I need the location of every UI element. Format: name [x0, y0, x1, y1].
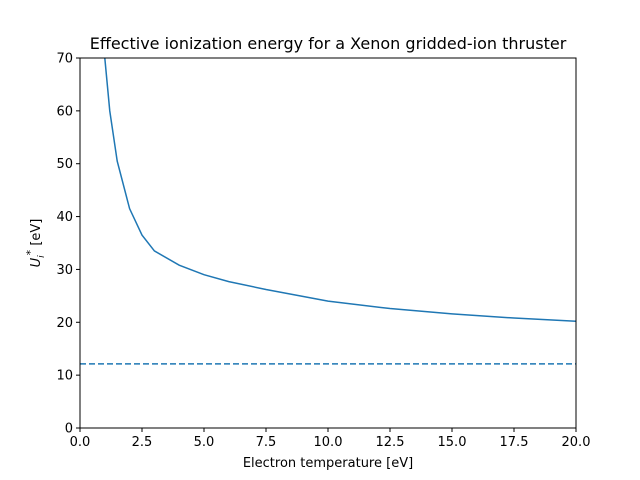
x-tick-label: 20.0: [562, 435, 591, 450]
x-tick-label: 2.5: [132, 435, 153, 450]
chart-title: Effective ionization energy for a Xenon …: [90, 34, 567, 53]
y-tick-label: 70: [56, 52, 73, 67]
y-tick-label: 10: [56, 369, 73, 384]
x-tick-label: 15.0: [438, 435, 467, 450]
x-tick-label: 10.0: [314, 435, 343, 450]
x-axis-label: Electron temperature [eV]: [243, 456, 413, 471]
plot-area: [79, 57, 577, 429]
y-tick-label: 50: [56, 157, 73, 172]
y-tick-label: 30: [56, 263, 73, 278]
y-tick-label: 0: [65, 422, 73, 437]
series-line-solid: [104, 57, 577, 322]
x-tick-label: 5.0: [194, 435, 215, 450]
x-tick-label: 7.5: [256, 435, 277, 450]
y-tick-label: 60: [56, 104, 73, 119]
y-axis-label: Ui* [eV]: [24, 219, 47, 268]
x-tick-label: 17.5: [500, 435, 529, 450]
y-label-superscript: *: [24, 249, 37, 255]
x-tick-label: 12.5: [376, 435, 405, 450]
y-tick-label: 20: [56, 316, 73, 331]
x-tick-label: 0.0: [70, 435, 91, 450]
y-axis-ticks: 0 10 20 30 40 50 60 70: [56, 52, 80, 437]
x-axis-ticks: 0.0 2.5 5.0 7.5 10.0 12.5 15.0 17.5 20.0: [70, 428, 591, 450]
y-tick-label: 40: [56, 210, 73, 225]
plot-background: [80, 58, 576, 428]
y-label-unit: [eV]: [29, 219, 44, 250]
y-label-subscript: i: [37, 255, 47, 258]
y-label-base: U: [29, 257, 44, 267]
series-layer: [80, 57, 577, 365]
